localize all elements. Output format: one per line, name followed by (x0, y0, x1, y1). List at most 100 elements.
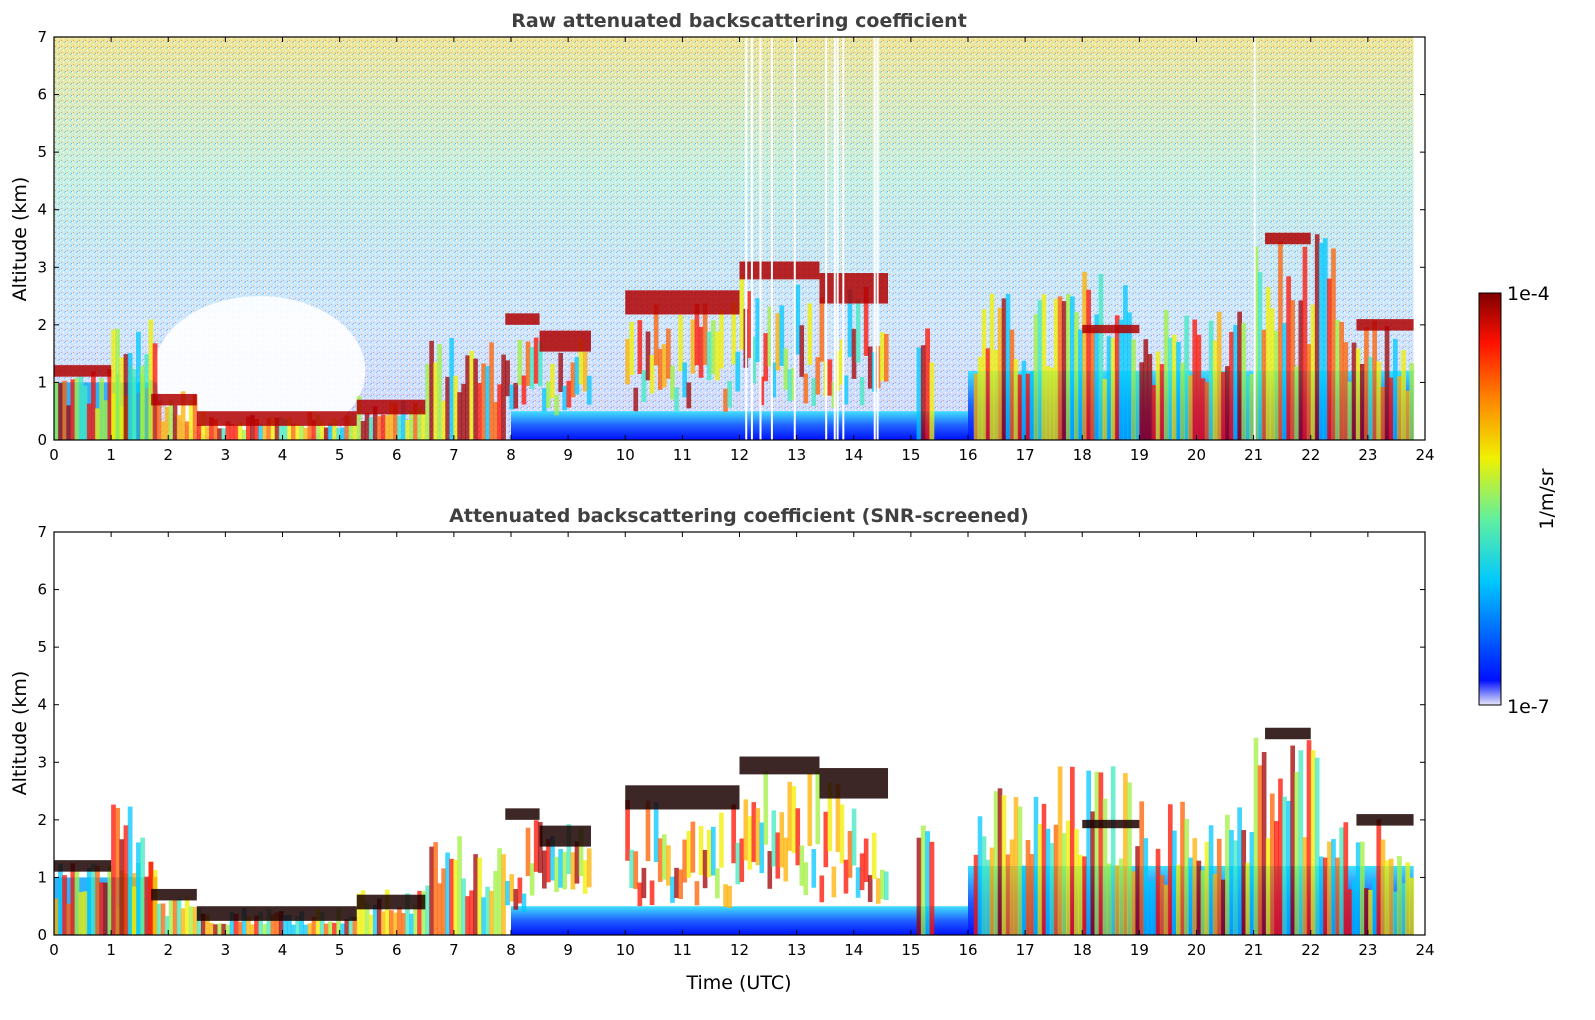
backscatter-column (1090, 811, 1096, 935)
backscatter-column (1401, 350, 1406, 440)
backscatter-column (384, 415, 390, 440)
backscatter-column (843, 375, 849, 405)
backscatter-column (997, 307, 1003, 440)
backscatter-column (221, 428, 227, 440)
backscatter-column (1376, 819, 1382, 935)
backscatter-column (1286, 276, 1291, 440)
backscatter-column (847, 831, 853, 878)
backscatter-column (525, 827, 531, 877)
backscatter-column (715, 868, 720, 899)
backscatter-column (649, 355, 655, 394)
backscatter-column (1017, 806, 1023, 935)
x-tick-label: 9 (563, 446, 573, 464)
y-tick-label: 0 (37, 431, 47, 449)
cloud-layer (1265, 232, 1311, 245)
backscatter-column (1359, 841, 1365, 935)
backscatter-column (485, 886, 490, 935)
backscatter-column (1114, 865, 1120, 935)
backscatter-column (1025, 373, 1031, 440)
backscatter-column (156, 903, 162, 935)
backscatter-column (266, 417, 272, 440)
backscatter-column (723, 884, 728, 908)
backscatter-column (743, 799, 749, 861)
data-gap (836, 37, 839, 440)
backscatter-column (497, 848, 502, 935)
backscatter-column (1318, 856, 1324, 935)
backscatter-column (629, 849, 635, 889)
backscatter-column (1302, 837, 1308, 935)
backscatter-column (319, 420, 325, 440)
backscatter-column (546, 839, 551, 883)
data-gap (745, 37, 748, 440)
backscatter-column (1237, 311, 1242, 440)
backscatter-column (1306, 740, 1312, 935)
backscatter-column (682, 362, 688, 398)
backscatter-column (570, 362, 576, 398)
backscatter-column (981, 836, 987, 935)
backscatter-column (287, 417, 292, 440)
backscatter-column (86, 867, 92, 935)
y-tick-label: 1 (37, 373, 47, 391)
backscatter-column (855, 867, 861, 898)
backscatter-column (461, 383, 466, 440)
backscatter-column (1269, 308, 1275, 440)
backscatter-column (1037, 824, 1043, 935)
backscatter-column (1261, 752, 1267, 935)
backscatter-column (1364, 888, 1369, 935)
x-tick-label: 18 (1073, 941, 1092, 959)
backscatter-column (1163, 309, 1169, 440)
backscatter-column (291, 924, 296, 935)
backscatter-column (1163, 884, 1169, 935)
backscatter-column (1094, 314, 1100, 440)
backscatter-column (645, 800, 651, 862)
backscatter-column (799, 325, 805, 377)
backscatter-column (537, 342, 543, 387)
backscatter-column (1294, 772, 1300, 935)
backscatter-column (384, 889, 390, 935)
backscatter-column (859, 376, 865, 406)
backscatter-column (686, 382, 692, 409)
backscatter-column (1114, 315, 1120, 440)
backscatter-column (429, 340, 434, 440)
backscatter-column (1013, 797, 1019, 935)
backscatter-column (352, 425, 358, 440)
backscatter-column (719, 310, 724, 369)
backscatter-column (637, 320, 643, 375)
backscatter-column (1131, 339, 1136, 440)
backscatter-column (981, 309, 987, 440)
backscatter-column (119, 839, 125, 935)
backscatter-column (1327, 841, 1332, 935)
backscatter-column (250, 924, 255, 935)
x-tick-label: 3 (221, 446, 231, 464)
backscatter-column (1409, 363, 1415, 440)
backscatter-column (859, 853, 865, 891)
backscatter-column (144, 354, 150, 440)
backscatter-column (270, 417, 276, 440)
backscatter-column (372, 406, 378, 440)
backscatter-column (103, 400, 109, 440)
x-tick-label: 19 (1130, 446, 1149, 464)
x-tick-label: 21 (1244, 446, 1263, 464)
backscatter-column (409, 913, 414, 935)
panel1-y-ticks: 0 1 2 3 4 5 6 7 (37, 28, 1425, 449)
backscatter-column (1327, 278, 1332, 440)
backscatter-column (127, 806, 133, 935)
backscatter-column (1405, 390, 1411, 440)
backscatter-column (1339, 321, 1345, 440)
backscatter-column (629, 321, 635, 376)
x-tick-label: 6 (392, 446, 402, 464)
backscatter-column (168, 399, 174, 440)
backscatter-column (1372, 878, 1378, 935)
backscatter-column (727, 885, 732, 908)
backscatter-column (554, 395, 559, 416)
x-axis-label: Time (UTC) (685, 972, 791, 994)
backscatter-column (241, 908, 247, 935)
backscatter-column (131, 886, 137, 935)
data-gap (825, 37, 828, 440)
backscatter-column (501, 854, 506, 935)
x-tick-label: 12 (730, 941, 749, 959)
backscatter-column (473, 358, 478, 440)
backscatter-column (1180, 801, 1185, 935)
backscatter-column (542, 850, 547, 889)
backscatter-column (1070, 766, 1075, 935)
